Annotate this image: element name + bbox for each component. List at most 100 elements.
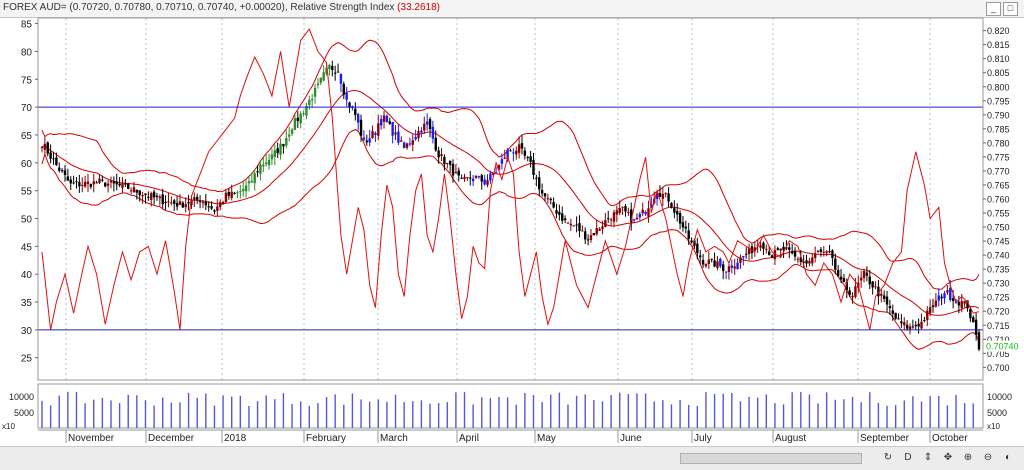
rsi-levels <box>38 106 983 331</box>
candle-body <box>58 167 61 171</box>
price-tick-label: 0.785 <box>987 124 1010 134</box>
candle-body <box>586 239 590 241</box>
candle-body <box>693 240 696 246</box>
candle-body <box>765 248 768 250</box>
candle-body <box>891 310 894 314</box>
candle-body <box>322 72 325 81</box>
candle-body <box>230 191 233 199</box>
refresh-icon[interactable]: ↻ <box>883 452 893 463</box>
candle-body <box>874 286 877 288</box>
candle-body <box>129 190 133 192</box>
candle-body <box>193 197 196 201</box>
candle-body <box>190 200 193 206</box>
price-tick-label: 0.765 <box>987 180 1010 190</box>
zoom-out-icon[interactable]: ⊖ <box>983 452 993 463</box>
candle-body <box>834 258 837 270</box>
pan-icon[interactable]: ✥ <box>943 452 953 463</box>
candle-body <box>158 196 162 199</box>
price-tick-label: 0.810 <box>987 54 1010 64</box>
candle-body <box>974 319 978 335</box>
candle-body <box>966 300 969 309</box>
candle-body <box>549 198 552 201</box>
candle-body <box>469 177 472 179</box>
zoom-in-icon[interactable]: ⊕ <box>963 452 973 463</box>
candle-body <box>811 257 814 264</box>
price-tick-label: 0.780 <box>987 138 1010 148</box>
candle-body <box>483 179 486 185</box>
price-rsi-chart[interactable]: 25 30 35 40 45 50 55 60 65 70 75 80 85 0.700 0.705 0.71… <box>0 0 1024 446</box>
scale-icon[interactable]: ⇕ <box>923 452 933 463</box>
candle-body <box>354 108 357 115</box>
candle-body <box>532 160 535 175</box>
candle-body <box>644 211 647 215</box>
candle-body <box>704 263 708 267</box>
chart-title-text: FOREX AUD= (0.70720, 0.70780, 0.70710, 0… <box>3 2 395 13</box>
candle-body <box>290 129 294 134</box>
candle-body <box>721 264 725 271</box>
candle-body <box>739 257 742 263</box>
candle-body <box>845 282 848 290</box>
candle-body <box>506 149 509 160</box>
candle-body <box>135 189 139 193</box>
candle-body <box>690 240 693 243</box>
candle-body <box>227 192 231 196</box>
candle-body <box>744 253 748 255</box>
candle-body <box>264 162 268 165</box>
daily-period-button[interactable]: D <box>904 452 912 463</box>
candle-body <box>888 306 892 309</box>
candle-body <box>308 100 311 106</box>
candle-body <box>595 227 598 235</box>
minimize-button[interactable]: _ <box>986 2 1001 16</box>
volume-tick-label: 5000 <box>987 408 1007 418</box>
candle-body <box>92 181 95 185</box>
candle-body <box>808 260 811 264</box>
candle-body <box>391 122 394 136</box>
candle-body <box>331 65 334 70</box>
candle-body <box>773 250 777 260</box>
rsi-tick-label: 80 <box>21 47 33 58</box>
candle-body <box>460 177 463 179</box>
candle-body <box>273 150 277 157</box>
candle-body <box>219 202 222 208</box>
candle-body <box>287 134 291 137</box>
candle-body <box>454 171 458 174</box>
candle-body <box>713 260 716 267</box>
candle-body <box>796 258 800 260</box>
candle-body <box>402 142 406 148</box>
candle-body <box>121 183 124 188</box>
candle-body <box>492 173 495 176</box>
horizontal-scrollbar[interactable] <box>680 453 862 464</box>
candle-body <box>374 132 377 135</box>
candle-body <box>977 332 981 350</box>
price-tick-label: 0.725 <box>987 293 1010 303</box>
theme-icon[interactable]: ◐ <box>1004 452 1012 463</box>
candle-body <box>112 181 116 184</box>
candle-body <box>365 140 368 143</box>
candle-body <box>621 206 624 208</box>
candle-body <box>903 322 906 326</box>
candle-body <box>118 183 121 186</box>
candle-body <box>882 295 886 299</box>
last-price-label: 0.70740 <box>986 342 1019 352</box>
candle-body <box>385 115 389 123</box>
candle-body <box>368 138 371 143</box>
candle-body <box>405 143 409 148</box>
candle-body <box>905 324 909 329</box>
price-tick-label: 0.815 <box>987 40 1010 50</box>
candle-body <box>98 178 101 183</box>
candle-body <box>221 201 225 205</box>
candle-body <box>397 131 400 143</box>
price-tick-label: 0.730 <box>987 279 1010 289</box>
upper-band <box>41 39 980 290</box>
candle-body <box>72 182 75 184</box>
candle-body <box>517 144 521 153</box>
candle-body <box>83 181 87 187</box>
candle-body <box>678 213 682 224</box>
chart-title: FOREX AUD= (0.70720, 0.70780, 0.70710, 0… <box>3 2 440 13</box>
candle-body <box>196 196 199 200</box>
candle-body <box>305 105 308 116</box>
maximize-button[interactable]: □ <box>1003 2 1018 16</box>
rsi-tick-label: 55 <box>21 187 33 198</box>
candle-body <box>417 131 420 139</box>
candle-body <box>871 281 874 288</box>
